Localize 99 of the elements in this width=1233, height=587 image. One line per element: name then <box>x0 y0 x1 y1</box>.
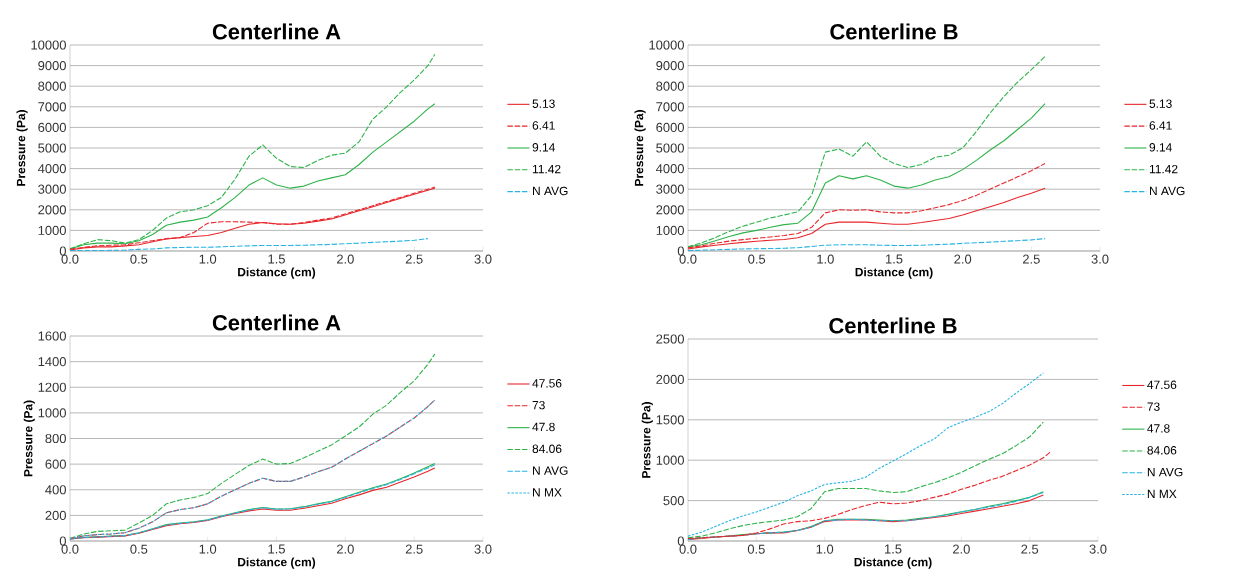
legend-label: 11.42 <box>532 164 561 174</box>
legend-label: 47.56 <box>1147 380 1177 390</box>
y-tick-label: 500 <box>663 496 684 506</box>
y-tick-label: 1600 <box>38 331 66 341</box>
legend-label: N AVG <box>1147 467 1183 477</box>
y-tick-label: 2000 <box>38 205 66 215</box>
legend-label: N AVG <box>533 186 568 196</box>
y-tick-label: 3000 <box>656 184 684 194</box>
legend-label: 9.14 <box>1149 143 1172 152</box>
x-tick-label: 0.0 <box>61 254 79 264</box>
x-axis-title: Distance (cm) <box>854 557 932 569</box>
legend-label: 73 <box>1147 402 1160 411</box>
x-axis-title: Distance (cm) <box>855 267 933 279</box>
x-tick-label: 0.0 <box>61 544 79 554</box>
legend-label: 6.41 <box>1149 121 1172 130</box>
y-tick-label: 1500 <box>656 415 684 425</box>
x-tick-label: 0.5 <box>748 254 766 264</box>
y-axis-title: Pressure (Pa) <box>641 402 653 478</box>
y-tick-label: 10000 <box>649 40 684 50</box>
x-tick-label: 2.0 <box>336 544 354 554</box>
legend-label: 47.56 <box>532 379 562 388</box>
x-tick-label: 3.0 <box>474 544 492 554</box>
y-tick-label: 2000 <box>656 374 684 384</box>
y-tick-label: 0 <box>677 246 684 256</box>
x-tick-label: 3.0 <box>1091 254 1109 264</box>
y-tick-label: 0 <box>59 536 66 546</box>
chart-title: Centerline B <box>830 23 958 40</box>
y-tick-label: 5000 <box>656 143 684 153</box>
y-tick-label: 7000 <box>656 102 684 112</box>
x-tick-label: 0.5 <box>130 544 148 554</box>
y-tick-label: 1000 <box>38 225 66 235</box>
y-tick-label: 200 <box>45 510 66 520</box>
x-tick-label: 1.5 <box>884 544 902 554</box>
x-tick-label: 2.5 <box>1023 254 1040 264</box>
y-tick-label: 800 <box>45 433 66 444</box>
y-tick-label: 4000 <box>37 164 66 174</box>
x-tick-label: 1.5 <box>268 544 285 554</box>
legend-label: 5.13 <box>1149 99 1172 108</box>
y-axis-title: Pressure (Pa) <box>16 110 28 186</box>
x-tick-label: 1.5 <box>268 254 285 264</box>
x-tick-label: 3.0 <box>474 254 492 264</box>
legend-label: N MX <box>533 488 562 497</box>
x-tick-label: 3.0 <box>1089 544 1107 554</box>
x-tick-label: 2.0 <box>953 544 970 554</box>
x-tick-label: 2.0 <box>954 254 972 264</box>
y-axis-title: Pressure (Pa) <box>634 110 646 186</box>
legend-label: 84.06 <box>1147 446 1177 455</box>
y-tick-label: 2000 <box>656 205 684 215</box>
legend-label: N MX <box>1147 489 1177 498</box>
legend-label: 5.13 <box>532 99 555 108</box>
y-tick-label: 0 <box>59 246 66 256</box>
y-tick-label: 0 <box>677 536 684 546</box>
y-axis-title: Pressure (Pa) <box>23 400 35 477</box>
y-tick-label: 8000 <box>38 81 66 91</box>
legend-label: 47.8 <box>532 422 555 432</box>
y-tick-label: 1000 <box>38 408 66 418</box>
y-tick-label: 6000 <box>656 122 684 132</box>
x-tick-label: 1.5 <box>885 254 903 264</box>
x-tick-label: 2.0 <box>336 254 354 264</box>
y-tick-label: 2500 <box>656 334 684 344</box>
x-tick-label: 0.5 <box>130 254 148 264</box>
y-tick-label: 400 <box>45 485 66 495</box>
x-tick-label: 1.0 <box>817 254 834 264</box>
x-axis-title: Distance (cm) <box>238 557 316 569</box>
legend-label: N AVG <box>1149 186 1185 196</box>
x-tick-label: 1.0 <box>199 544 217 554</box>
y-tick-label: 9000 <box>656 61 684 71</box>
legend-label: N AVG <box>533 466 568 475</box>
x-tick-label: 0.5 <box>747 544 765 554</box>
y-tick-label: 10000 <box>31 40 66 50</box>
y-tick-label: 3000 <box>38 184 66 194</box>
x-tick-label: 1.0 <box>199 254 217 264</box>
y-tick-label: 8000 <box>656 81 684 91</box>
y-tick-label: 1400 <box>38 357 66 367</box>
y-tick-label: 1000 <box>656 455 684 465</box>
x-tick-label: 0.0 <box>679 254 697 264</box>
y-tick-label: 1000 <box>656 225 684 235</box>
x-tick-label: 2.5 <box>405 544 423 554</box>
legend-label: 11.42 <box>1149 164 1178 174</box>
legend-label: 6.41 <box>532 121 555 130</box>
legend-label: 73 <box>532 400 545 410</box>
legend-label: 47.8 <box>1147 424 1170 433</box>
y-tick-label: 7000 <box>38 102 66 112</box>
x-tick-label: 2.5 <box>1021 544 1039 554</box>
y-tick-label: 6000 <box>38 122 66 132</box>
y-tick-label: 1200 <box>38 382 66 392</box>
y-tick-label: 4000 <box>655 164 684 174</box>
legend-label: 84.06 <box>532 444 562 454</box>
x-tick-label: 1.0 <box>816 544 834 554</box>
chart-title: Centerline B <box>829 317 957 334</box>
x-tick-label: 2.5 <box>405 254 423 264</box>
y-tick-label: 600 <box>45 459 66 469</box>
y-tick-label: 5000 <box>38 143 66 153</box>
chart-title: Centerline A <box>212 314 341 331</box>
y-tick-label: 9000 <box>38 61 66 71</box>
x-tick-label: 0.0 <box>679 544 697 554</box>
chart-title: Centerline A <box>212 23 341 40</box>
x-axis-title: Distance (cm) <box>238 267 316 279</box>
legend-label: 9.14 <box>532 143 555 152</box>
